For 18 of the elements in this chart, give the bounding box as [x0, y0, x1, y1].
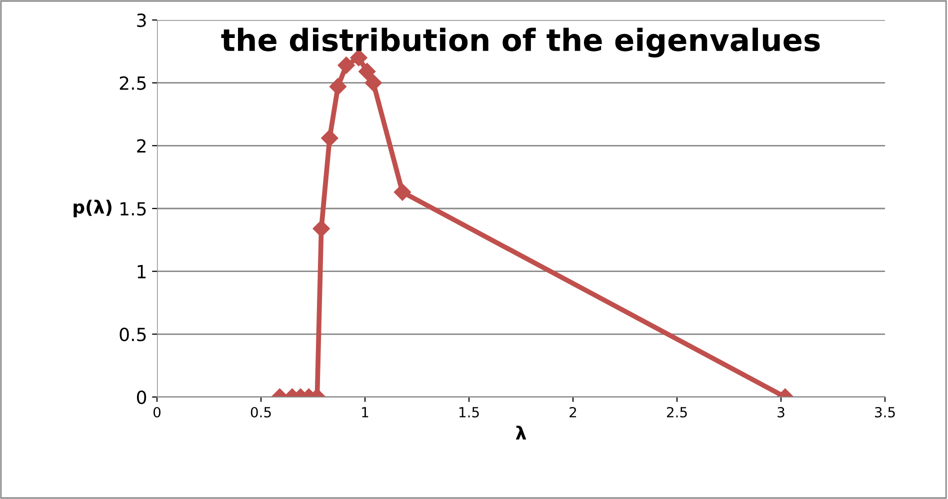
y-tick-label: 0 [136, 390, 146, 404]
y-tick-label: 2.5 [120, 76, 146, 90]
y-tick-label: 2 [137, 139, 146, 153]
x-tick-label: 1.5 [459, 407, 479, 418]
chart-title: the distribution of the eigenvalues [221, 28, 820, 58]
x-tick-label: 3 [778, 406, 784, 418]
x-tick-label: 3.5 [875, 406, 895, 418]
x-tick-label: 1 [362, 407, 368, 418]
x-tick-label: 2.5 [666, 406, 687, 418]
y-tick-label: 1 [138, 265, 146, 278]
x-tick-label: 0.5 [250, 406, 271, 418]
y-tick-label: 0.5 [120, 328, 146, 342]
x-tick-label: 0 [153, 406, 160, 418]
y-axis-title: p(λ) [74, 200, 112, 218]
y-tick-label: 3 [137, 13, 146, 28]
x-axis-title: λ [516, 426, 526, 440]
y-tick-label: 1.5 [120, 202, 146, 216]
x-tick-label: 2 [570, 406, 576, 418]
